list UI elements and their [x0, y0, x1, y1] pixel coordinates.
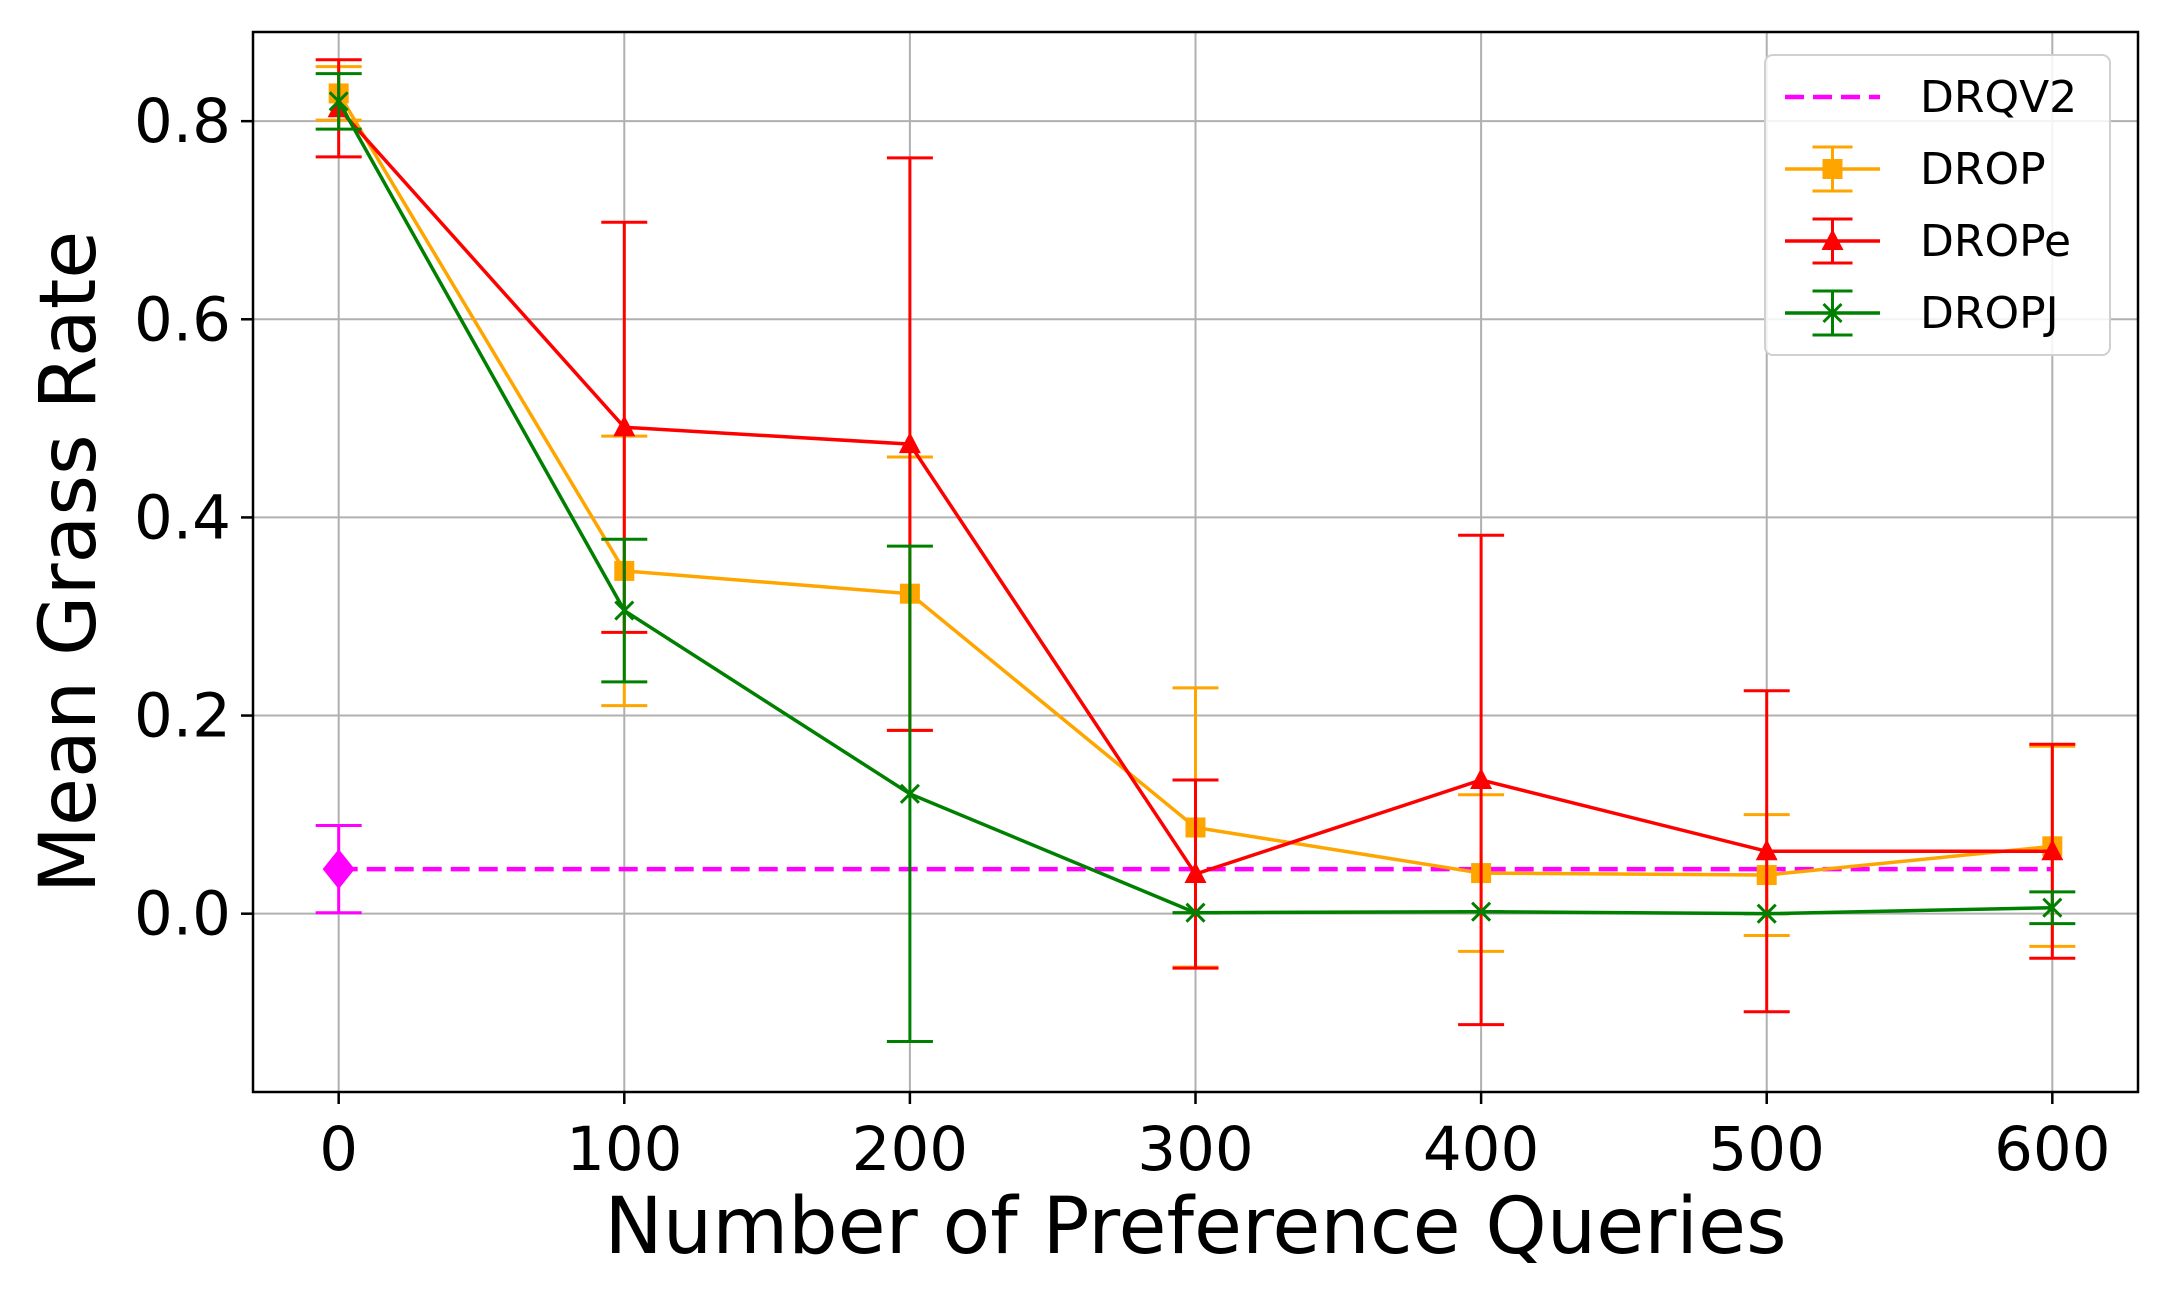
dropj-point [1185, 902, 1206, 923]
drqv2-marker [322, 849, 355, 890]
y-tick-label: 0.0 [134, 879, 231, 950]
legend-label: DROPe [1920, 216, 2071, 267]
drope-point [1470, 767, 1493, 789]
drope-point [1755, 839, 1778, 861]
x-tick-label: 400 [1423, 1114, 1539, 1185]
series-dropj [315, 72, 2076, 1043]
legend-entry-drope: DROPe [1785, 216, 2071, 267]
x-axis-label: Number of Preference Queries [604, 1182, 1786, 1272]
drope-point [2041, 839, 2064, 861]
dropj-point [899, 783, 920, 804]
legend-box [1764, 54, 2111, 356]
legend-label: DROP [1920, 144, 2046, 195]
legend: DRQV2 DROP DROPe DROPJ [1764, 54, 2111, 356]
drope-point [1184, 862, 1207, 884]
y-tick-label: 0.6 [134, 284, 231, 355]
dropj-point [614, 600, 635, 621]
legend-label: DROPJ [1920, 288, 2059, 339]
x-tick-label: 200 [852, 1114, 968, 1185]
dropj-point [2042, 897, 2063, 918]
x-tick-label: 300 [1137, 1114, 1253, 1185]
dropj-point [328, 91, 349, 112]
x-tick-label: 500 [1708, 1114, 1824, 1185]
legend-handle-marker [1821, 229, 1844, 250]
dropj-point [1756, 903, 1777, 924]
axis-ticks: 0 100 200 300 400 500 600 0.0 0.2 0.4 0.6 0.8 [134, 86, 2111, 1185]
legend-label: DRQV2 [1920, 72, 2077, 123]
legend-handle-marker [1822, 302, 1843, 324]
y-tick-label: 0.4 [134, 482, 231, 553]
y-tick-label: 0.8 [134, 86, 231, 157]
legend-entry-drqv2: DRQV2 [1785, 72, 2077, 123]
y-axis-label: Mean Grass Rate [24, 231, 114, 894]
plot-area [315, 58, 2076, 1043]
dropj-point [1471, 901, 1492, 922]
x-tick-label: 100 [566, 1114, 682, 1185]
y-tick-label: 0.2 [134, 681, 231, 752]
legend-entry-drop: DROP [1785, 144, 2046, 195]
drope-point [613, 415, 636, 437]
x-tick-label: 600 [1994, 1114, 2110, 1185]
drope-point [898, 432, 921, 454]
x-tick-label: 0 [319, 1114, 358, 1185]
legend-handle-marker [1822, 159, 1843, 179]
legend-entry-dropj: DROPJ [1785, 288, 2059, 339]
series-drqv2 [315, 824, 2053, 915]
